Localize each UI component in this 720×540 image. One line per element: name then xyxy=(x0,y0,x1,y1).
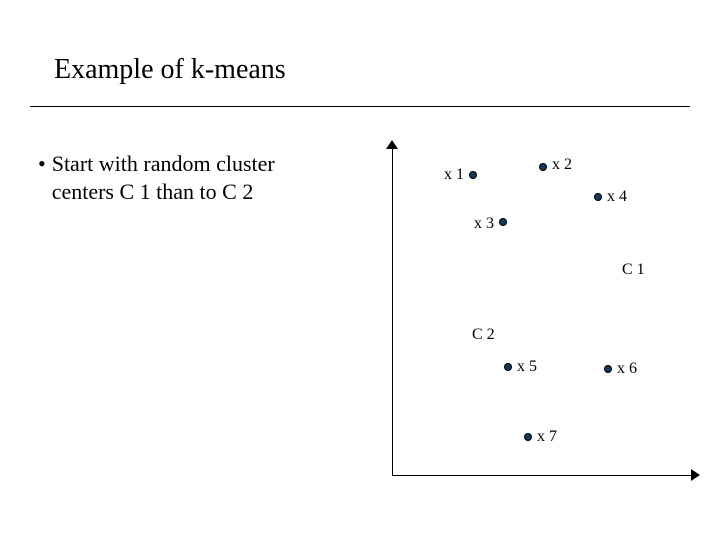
bullet-text: Start with random cluster centers C 1 th… xyxy=(52,150,275,205)
point-x1 xyxy=(469,171,477,179)
x-axis-arrow-icon xyxy=(691,469,700,481)
point-label-x2: x 2 xyxy=(552,156,572,174)
point-x2 xyxy=(539,163,547,171)
y-axis xyxy=(392,146,393,476)
x-axis xyxy=(392,475,692,476)
bullet-line-2: centers C 1 than to C 2 xyxy=(52,179,254,204)
center-label-C1: C 1 xyxy=(622,261,645,279)
point-label-x6: x 6 xyxy=(617,360,637,378)
point-x7 xyxy=(524,433,532,441)
y-axis-arrow-icon xyxy=(386,140,398,149)
point-x4 xyxy=(594,193,602,201)
point-x6 xyxy=(604,365,612,373)
scatter-chart: x 1 x 2 x 3 x 4 x 5 x 6 x 7 C 1 C 2 xyxy=(392,146,692,476)
bullet-item: • Start with random cluster centers C 1 … xyxy=(38,150,275,205)
center-label-C2: C 2 xyxy=(472,326,495,344)
point-label-x4: x 4 xyxy=(607,188,627,206)
point-x5 xyxy=(504,363,512,371)
point-x3 xyxy=(499,218,507,226)
point-label-x5: x 5 xyxy=(517,358,537,376)
point-label-x1: x 1 xyxy=(444,166,464,184)
slide-title: Example of k-means xyxy=(54,54,286,86)
bullet-line-1: Start with random cluster xyxy=(52,151,275,176)
point-label-x3: x 3 xyxy=(474,215,494,233)
slide: Example of k-means • Start with random c… xyxy=(0,0,720,540)
title-rule xyxy=(30,106,690,107)
bullet-marker: • xyxy=(38,150,46,178)
point-label-x7: x 7 xyxy=(537,428,557,446)
